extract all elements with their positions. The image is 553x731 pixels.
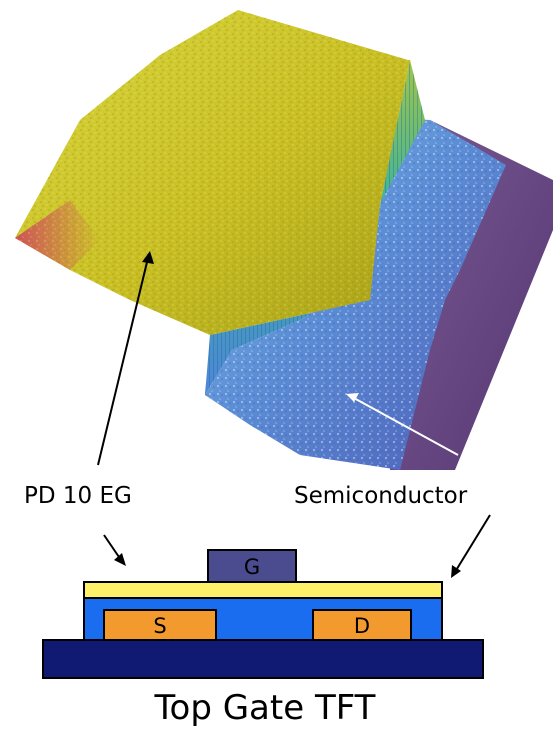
- tft-cross-section: G S D: [42, 549, 484, 679]
- annotation-arrows: [97, 251, 491, 578]
- polymer-arrow-line: [97, 257, 149, 466]
- semiconductor-arrow-head: [346, 393, 359, 402]
- semiconductor-arrow-line: [351, 396, 459, 456]
- gate-electrode: [207, 549, 297, 583]
- polymer-label: PD 10 EG: [24, 483, 132, 509]
- polymer-arrow-head: [142, 251, 154, 264]
- afm-3d-surface: [15, 10, 553, 470]
- dielectric-layer: [83, 581, 443, 599]
- source-electrode: [103, 609, 217, 641]
- gate-label: G: [244, 555, 260, 579]
- drain-label: D: [354, 614, 370, 638]
- semiconductor-label: Semiconductor: [294, 483, 468, 509]
- figure-caption: Top Gate TFT: [154, 688, 376, 728]
- substrate: [42, 639, 484, 679]
- drain-electrode: [312, 609, 412, 641]
- source-label: S: [153, 614, 166, 638]
- device-polymer-arrow-line: [103, 534, 122, 561]
- device-semiconductor-arrow-line: [454, 514, 491, 573]
- polymer-surface-noise: [15, 10, 410, 335]
- device-semiconductor-arrow-head: [451, 565, 461, 578]
- device-polymer-arrow-head: [114, 553, 126, 566]
